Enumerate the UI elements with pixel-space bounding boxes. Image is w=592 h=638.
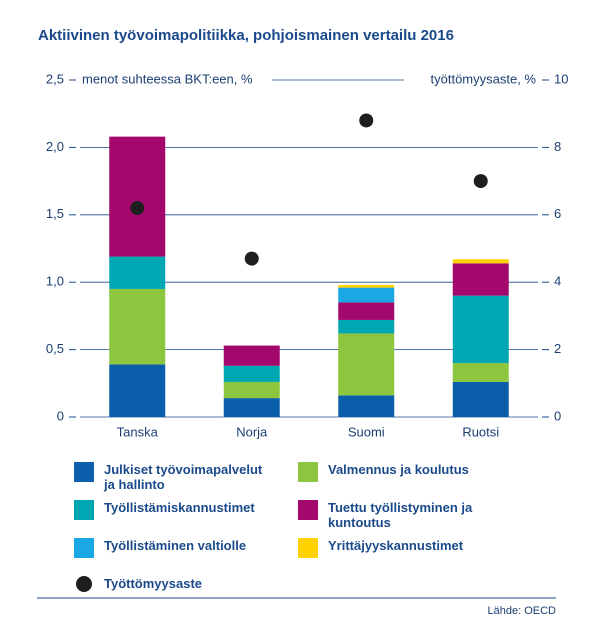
y2-tick-label: 2 [554, 341, 561, 356]
bar-segment [223, 381, 280, 399]
y2-axis-title: työttömyysaste, % [431, 71, 537, 86]
unemployment-dot [359, 113, 374, 128]
legend-label: Yrittäjyyskannustimet [328, 538, 464, 553]
legend-item: Yrittäjyyskannustimet [298, 538, 498, 558]
source: Lähde: OECD [488, 605, 557, 617]
legend-swatch [74, 462, 94, 482]
y2-tick-label: 8 [554, 139, 561, 154]
y-axis-title: menot suhteessa BKT:een, % [82, 71, 253, 86]
bar-segment [338, 287, 395, 303]
y-tick-label: 1,5 [46, 206, 64, 221]
legend-swatch [76, 576, 92, 592]
bar-segment [338, 319, 395, 334]
bar-segment [452, 363, 509, 382]
label-bg [404, 71, 538, 89]
bar-segment [223, 345, 280, 366]
legend-swatch [298, 500, 318, 520]
y2-tick-label: 6 [554, 206, 561, 221]
legend-label: Tuettu työllistyminen ja kuntoutus [328, 500, 473, 530]
chart-title: Aktiivinen työvoimapolitiikka, pohjoisma… [38, 27, 454, 44]
y2-tick-label: 10 [554, 71, 568, 86]
legend-label: Työllistäminen valtiolle [104, 538, 247, 553]
x-tick-label: Suomi [348, 424, 385, 439]
bar-segment [109, 288, 166, 365]
legend-label: Julkiset työvoimapalvelut ja hallinto [104, 462, 263, 492]
legend-item: Valmennus ja koulutus [298, 462, 498, 482]
bar-segment [338, 333, 395, 396]
legend-item: Julkiset työvoimapalvelut ja hallinto [74, 462, 274, 492]
unemployment-dot [130, 201, 145, 216]
bar-segment [109, 136, 166, 257]
legend-label: Valmennus ja koulutus [328, 462, 469, 477]
bar-segment [109, 256, 166, 289]
y-tick-label: 0 [57, 408, 64, 423]
legend-item: Työllistämiskannustimet [74, 500, 274, 520]
y-tick-label: 2,0 [46, 139, 64, 154]
bar-segment [109, 364, 166, 417]
legend-label: Työttömyysaste [104, 576, 203, 591]
bar-segment [452, 259, 509, 264]
legend-swatch [298, 538, 318, 558]
bar-segment [338, 395, 395, 417]
x-tick-label: Ruotsi [462, 424, 499, 439]
legend-label: Työllistämiskannustimet [104, 500, 255, 515]
unemployment-dot [473, 174, 488, 189]
y2-tick-label: 0 [554, 408, 561, 423]
legend-item: Työllistäminen valtiolle [74, 538, 274, 558]
legend-item: Työttömyysaste [74, 576, 274, 592]
legend-swatch [74, 538, 94, 558]
legend-swatch [298, 462, 318, 482]
y-tick-label: 0,5 [46, 341, 64, 356]
y2-tick-label: 4 [554, 274, 561, 289]
unemployment-dot [244, 251, 259, 266]
bar-segment [338, 284, 395, 288]
bar-segment [452, 263, 509, 296]
legend-item: Tuettu työllistyminen ja kuntoutus [298, 500, 498, 530]
bar-segment [223, 398, 280, 417]
y-tick-label: 1,0 [46, 274, 64, 289]
x-tick-label: Tanska [117, 424, 159, 439]
legend-swatch [74, 500, 94, 520]
bar-segment [338, 302, 395, 320]
bar-segment [452, 381, 509, 417]
x-tick-label: Norja [236, 424, 268, 439]
bar-segment [452, 295, 509, 364]
bar-segment [223, 365, 280, 382]
label-bg [80, 71, 272, 89]
y-tick-label: 2,5 [46, 71, 64, 86]
